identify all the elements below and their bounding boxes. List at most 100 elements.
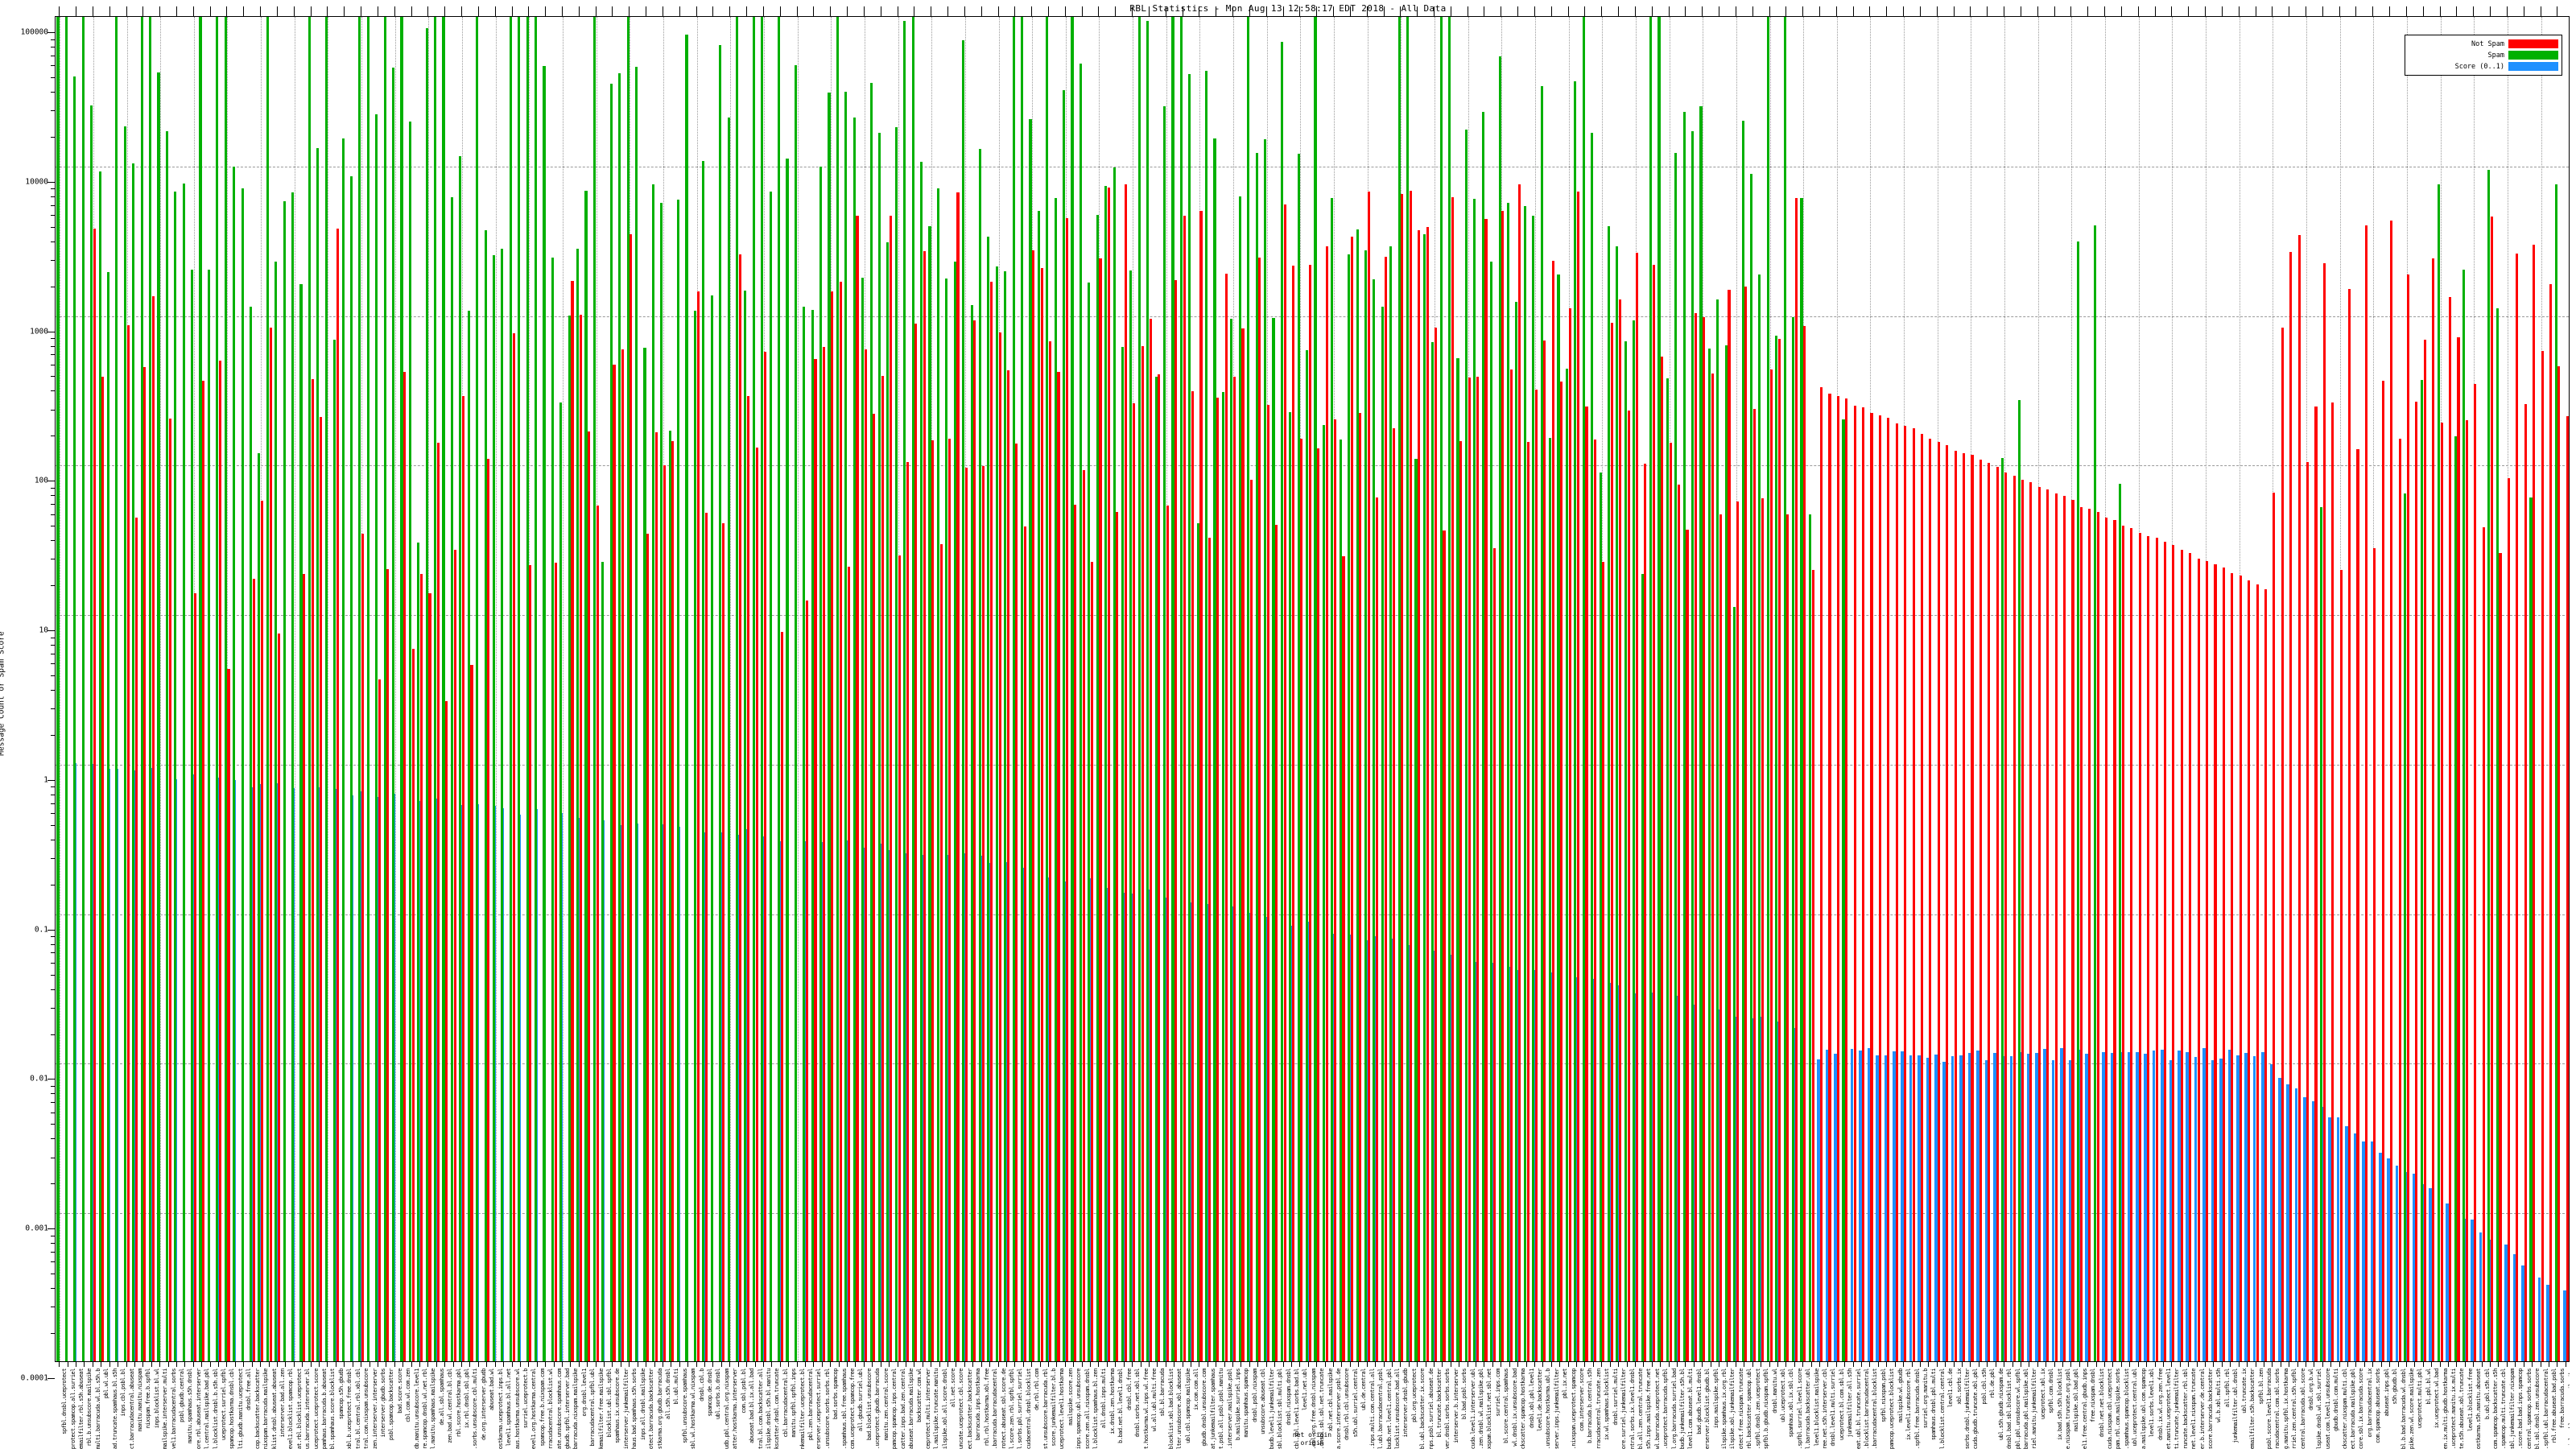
- bar-not-spam: [822, 346, 825, 1361]
- top-ruler-tick: [159, 6, 161, 16]
- x-tick-label: psbl.pbl.net.barracudacentral.truncate.z…: [1595, 1368, 1602, 1449]
- x-tick-label: ubl.uceprotect.xbl: [1779, 1368, 1786, 1422]
- x-tick-label: mailspike.bad.truncate.spamhaus.bl.s5h: [111, 1368, 118, 1449]
- x-tick: [1391, 1362, 1393, 1367]
- x-tick-label: gbudb.barracudacentral.bl.com.backscatte…: [757, 1368, 764, 1449]
- bar-not-spam: [1006, 370, 1010, 1361]
- x-tick: [813, 1362, 815, 1367]
- x-tick-label: gbudb.barracuda.unsubscore.barracuda.bar…: [992, 1368, 999, 1449]
- y-tick-minor: [51, 214, 55, 216]
- top-ruler-tick: [1366, 6, 1368, 16]
- top-ruler-tick: [1098, 6, 1100, 16]
- x-tick-label: ix.dnsbl.zen.hostkarma: [1108, 1368, 1116, 1435]
- x-tick: [1249, 1362, 1250, 1367]
- x-tick-label: interserver.gbudb.sorbs: [379, 1368, 386, 1438]
- bar-spam: [1146, 21, 1150, 1361]
- bar-spam: [434, 17, 437, 1361]
- top-ruler-tick: [1651, 6, 1653, 16]
- bar-spam: [861, 277, 865, 1361]
- bar-spam: [1272, 318, 1275, 1361]
- gridline-vertical: [160, 17, 162, 1361]
- x-tick-label: sorbs.interserver.b.interserver.de.centr…: [2198, 1368, 2206, 1449]
- bar-spam: [660, 202, 663, 1361]
- y-tick-label: 10: [39, 625, 48, 635]
- bar-not-spam: [663, 464, 667, 1361]
- x-tick-label: level1.cbl.de: [1947, 1368, 1955, 1408]
- x-tick-label: inps.blocklist.bl.wl: [153, 1368, 160, 1429]
- x-tick: [1056, 1362, 1058, 1367]
- x-tick: [536, 1362, 538, 1367]
- bar-not-spam: [1652, 264, 1655, 1361]
- x-tick-label: dnsbl.net.net.blocklist: [2098, 1368, 2105, 1438]
- x-tick: [2490, 1362, 2491, 1367]
- y-tick-minor: [51, 1261, 55, 1263]
- bar-not-spam: [1677, 485, 1681, 1361]
- x-tick: [1861, 1362, 1863, 1367]
- top-ruler-tick: [729, 6, 731, 16]
- bar-spam: [216, 17, 219, 1361]
- x-tick: [2439, 1362, 2441, 1367]
- bar-spam: [962, 40, 965, 1361]
- x-tick-label: hostkarma.wl.sorbs.unsubscore.cbl.multi: [472, 1368, 479, 1449]
- bar-spam: [803, 307, 806, 1361]
- x-tick: [369, 1362, 370, 1367]
- bar-not-spam: [1183, 216, 1186, 1361]
- x-tick: [1316, 1362, 1318, 1367]
- x-tick-label: gbudb.net.level1.central.pbl: [1385, 1368, 1393, 1449]
- bar-not-spam: [1325, 246, 1328, 1361]
- y-tick-minor: [51, 504, 55, 506]
- x-tick-label: bl.truncate.backscatter: [1435, 1368, 1443, 1438]
- x-tick: [1224, 1362, 1225, 1367]
- y-tick-minor: [51, 858, 55, 860]
- bar-spam: [2001, 458, 2004, 1361]
- x-tick-label: backscatter.hostkarma.interserver: [732, 1368, 739, 1449]
- x-tick-label: ubl.uceprotect.central.ubl: [2132, 1368, 2139, 1447]
- x-tick-label: xbl.uceprotect.barracuda.spfbl: [1662, 1368, 1670, 1449]
- top-ruler-tick: [226, 6, 228, 16]
- bar-spam: [1481, 111, 1484, 1361]
- x-tick: [729, 1362, 731, 1367]
- x-tick-label: hostkarma.spfbl.uceprotect.spamcop.all.s…: [69, 1368, 76, 1449]
- x-tick-label: hostkarma.truncate.uceprotect.barracuda.…: [648, 1368, 655, 1449]
- bar-score: [2336, 1117, 2340, 1361]
- bar-spam: [1373, 279, 1376, 1361]
- top-ruler-tick: [1282, 6, 1284, 16]
- x-tick-label: wl.b.xbl.multi.s5h: [2215, 1368, 2223, 1422]
- x-tick: [2515, 1362, 2516, 1367]
- bar-spam: [535, 17, 538, 1361]
- x-tick: [1090, 1362, 1092, 1367]
- bar-spam: [677, 199, 680, 1361]
- x-tick: [1877, 1362, 1879, 1367]
- bar-not-spam: [277, 634, 281, 1361]
- bar-score: [2387, 1158, 2390, 1361]
- bar-spam: [668, 430, 671, 1361]
- x-tick-label: bad.spamhaus.sbl.free.spamhaus: [840, 1368, 848, 1449]
- bar-spam: [828, 93, 831, 1361]
- bar-spam: [1121, 346, 1125, 1361]
- gridline-vertical: [797, 17, 799, 1361]
- bar-spam: [744, 290, 747, 1361]
- x-tick-label: dnsbl.spamhaus.score.blocklist: [329, 1368, 336, 1449]
- bar-spam: [1289, 411, 1292, 1361]
- x-tick-label: uceprotect.free.gbudb.level1.junkemailfi…: [1268, 1368, 1275, 1449]
- bar-spam: [811, 309, 814, 1361]
- y-tick-minor: [51, 1288, 55, 1290]
- bar-not-spam: [1577, 192, 1580, 1361]
- bar-not-spam: [1191, 391, 1195, 1361]
- x-tick-label: xbl.sorbs.ix: [1955, 1368, 1963, 1405]
- x-tick: [477, 1362, 479, 1367]
- bar-spam: [1179, 17, 1183, 1361]
- bar-spam: [1523, 206, 1526, 1361]
- x-tick-label: level1.spamhaus.bl.all.net: [506, 1368, 513, 1447]
- top-ruler-tick: [2188, 6, 2190, 16]
- bar-not-spam: [1786, 514, 1790, 1361]
- bar-spam: [844, 92, 848, 1361]
- bar-not-spam: [705, 512, 708, 1361]
- bar-not-spam: [747, 396, 750, 1361]
- y-tick-minor: [51, 989, 55, 990]
- bar-spam: [1800, 197, 1803, 1361]
- x-tick-label: spamhaus.dnsbl.pbl.multi: [1930, 1368, 1938, 1441]
- top-ruler-tick: [2120, 6, 2122, 16]
- bar-not-spam: [2507, 478, 2510, 1361]
- bar-spam: [1381, 306, 1384, 1361]
